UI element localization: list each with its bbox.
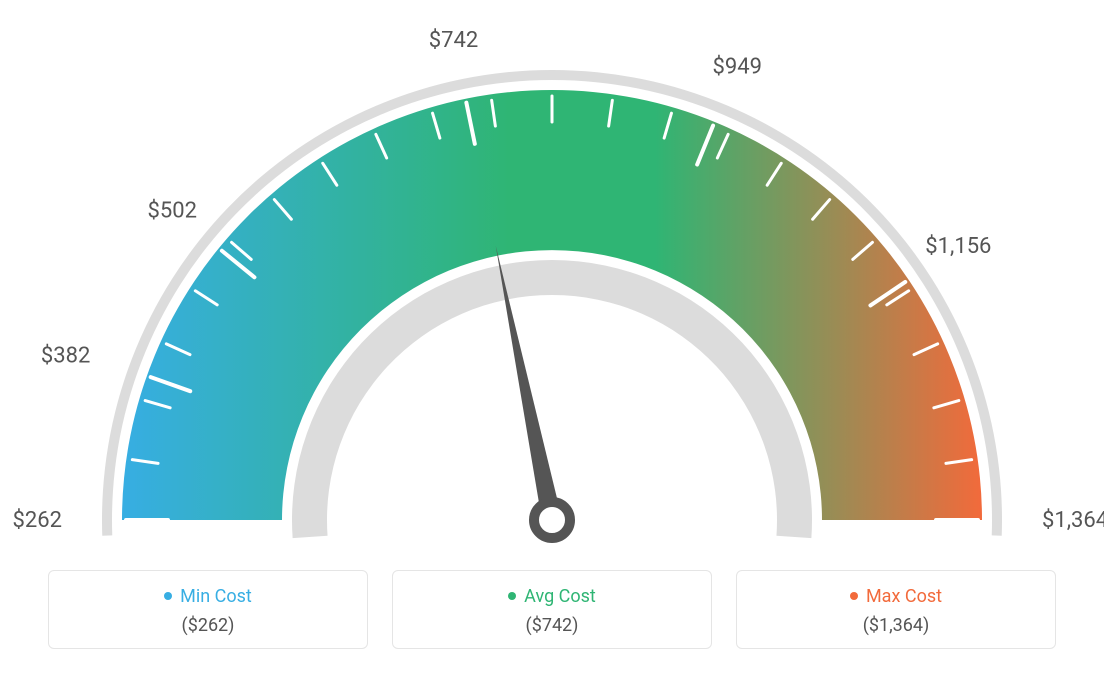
legend-row: Min Cost ($262) Avg Cost ($742) Max Cost… — [0, 570, 1104, 649]
legend-dot-min — [164, 592, 172, 600]
gauge-svg: $262 $382 $502 $742 $949 $1,156 $1,364 — [0, 0, 1104, 560]
gauge-tick-label: $262 — [13, 508, 62, 533]
legend-card-max: Max Cost ($1,364) — [736, 570, 1056, 649]
gauge-tick-label: $1,364 — [1042, 508, 1104, 533]
gauge-tick-label: $502 — [148, 198, 197, 223]
legend-label-text: Avg Cost — [524, 586, 596, 607]
legend-dot-max — [850, 592, 858, 600]
gauge-tick-label: $742 — [429, 28, 478, 53]
gauge-tick-label: $949 — [713, 54, 762, 79]
legend-dot-avg — [508, 592, 516, 600]
legend-value-min: ($262) — [59, 615, 357, 636]
legend-label-avg: Avg Cost — [508, 586, 596, 607]
legend-label-text: Max Cost — [866, 586, 942, 607]
legend-card-min: Min Cost ($262) — [48, 570, 368, 649]
gauge-chart: $262 $382 $502 $742 $949 $1,156 $1,364 — [0, 0, 1104, 560]
gauge-tick-label: $1,156 — [925, 234, 991, 259]
legend-card-avg: Avg Cost ($742) — [392, 570, 712, 649]
legend-label-max: Max Cost — [850, 586, 942, 607]
legend-label-min: Min Cost — [164, 586, 252, 607]
legend-label-text: Min Cost — [180, 586, 252, 607]
legend-value-max: ($1,364) — [747, 615, 1045, 636]
gauge-needle-hub — [534, 502, 570, 538]
gauge-tick-label: $382 — [41, 344, 90, 369]
legend-value-avg: ($742) — [403, 615, 701, 636]
